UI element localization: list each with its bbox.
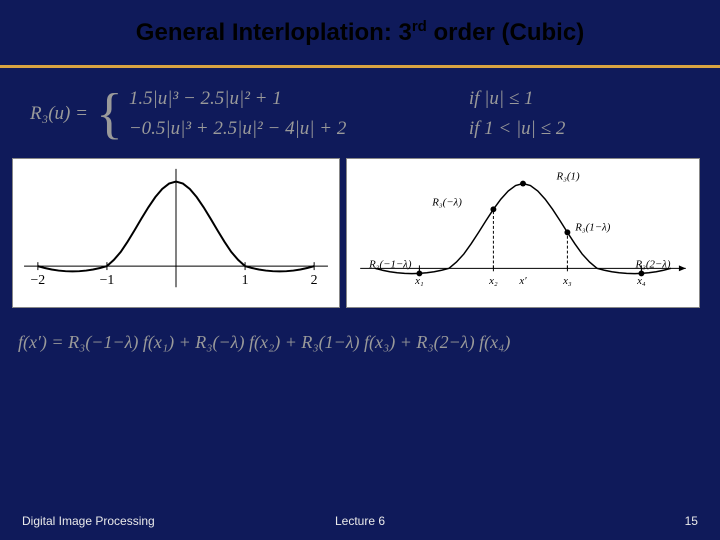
slide-title: General Interloplation: 3rd order (Cubic…: [136, 18, 584, 47]
footer-left: Digital Image Processing: [22, 514, 247, 528]
svg-text:1: 1: [242, 272, 249, 287]
svg-text:−1: −1: [100, 272, 115, 287]
svg-text:x₁: x₁: [414, 275, 424, 287]
svg-text:2: 2: [311, 272, 318, 287]
case-2-expr: −0.5|u|³ + 2.5|u|² − 4|u| + 2: [129, 118, 409, 140]
svg-text:x₄: x₄: [636, 275, 646, 287]
equation-case-1: 1.5|u|³ − 2.5|u|² + 1 if |u| ≤ 1: [129, 88, 589, 110]
title-ordinal: rd: [412, 18, 427, 35]
svg-text:−2: −2: [31, 272, 46, 287]
svg-text:R₃(2−λ): R₃(2−λ): [634, 259, 670, 271]
svg-text:R₃(1−λ): R₃(1−λ): [574, 221, 610, 233]
title-post: order (Cubic): [427, 19, 584, 46]
equation-case-2: −0.5|u|³ + 2.5|u|² − 4|u| + 2 if 1 < |u|…: [129, 118, 589, 140]
figures-row: −2 −1 1 2 x₁ x₂ x′ x₃ x₄ R₃(1) R₃(−λ) R₃(1−λ) R₃(−1…: [0, 154, 720, 308]
kernel-equation: R₃(u) = { 1.5|u|³ − 2.5|u|² + 1 if |u| ≤…: [0, 68, 720, 154]
svg-text:x₂: x₂: [488, 275, 498, 287]
kernel-plot-left: −2 −1 1 2: [12, 158, 340, 308]
equation-lhs: R₃(u) =: [30, 103, 88, 125]
slide-footer: Digital Image Processing Lecture 6 15: [0, 514, 720, 528]
svg-text:R₃(−λ): R₃(−λ): [431, 196, 462, 208]
footer-center: Lecture 6: [247, 514, 472, 528]
title-pre: General Interloplation: 3: [136, 19, 412, 46]
case-1-expr: 1.5|u|³ − 2.5|u|² + 1: [129, 88, 409, 110]
equation-cases: 1.5|u|³ − 2.5|u|² + 1 if |u| ≤ 1 −0.5|u|…: [129, 88, 589, 140]
case-2-cond: if 1 < |u| ≤ 2: [469, 118, 589, 140]
svg-text:x′: x′: [518, 275, 527, 287]
footer-right: 15: [473, 514, 698, 528]
title-region: General Interloplation: 3rd order (Cubic…: [0, 0, 720, 57]
kernel-plot-right: x₁ x₂ x′ x₃ x₄ R₃(1) R₃(−λ) R₃(1−λ) R₃(−1−λ) R₃(2…: [346, 158, 700, 308]
svg-text:x₃: x₃: [562, 275, 572, 287]
left-brace-icon: {: [96, 86, 123, 142]
svg-text:R₃(−1−λ): R₃(−1−λ): [368, 259, 412, 271]
case-1-cond: if |u| ≤ 1: [469, 88, 589, 110]
svg-text:R₃(1): R₃(1): [556, 171, 580, 183]
interpolation-equation: f(x′) = R₃(−1−λ) f(x₁) + R₃(−λ) f(x₂) + …: [0, 308, 720, 353]
